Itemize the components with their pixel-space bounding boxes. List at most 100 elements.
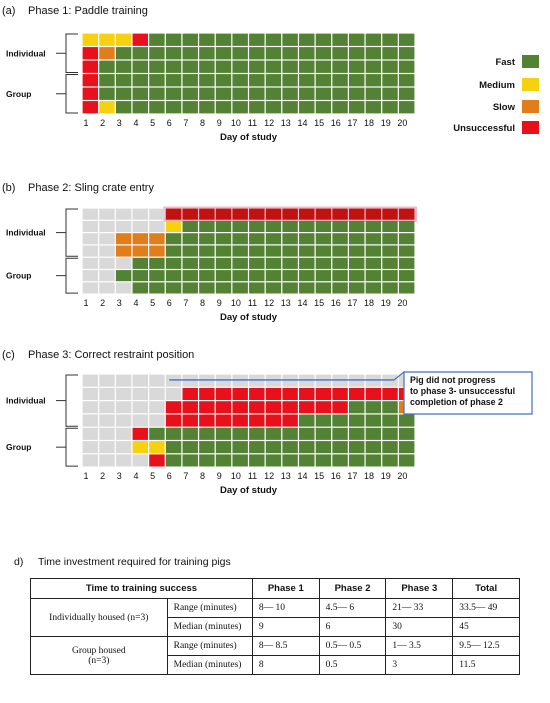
value-cell: 45: [452, 617, 520, 637]
heatmap-cell: [299, 47, 315, 60]
heatmap-cell: [232, 47, 248, 60]
x-tick-label: 16: [331, 471, 341, 481]
heatmap-cell: [398, 257, 415, 269]
heatmap-cell: [265, 427, 282, 440]
heatmap-cell: [99, 374, 115, 387]
heatmap-cell: [382, 87, 398, 100]
heatmap-cell: [299, 401, 315, 414]
heatmap-cell: [265, 60, 282, 73]
heatmap-cell: [115, 270, 132, 282]
heatmap-cell: [215, 245, 232, 257]
heatmap-cell: [332, 401, 348, 414]
heatmap-cell: [232, 427, 248, 440]
heatmap-cell: [282, 454, 298, 467]
heatmap-cell: [282, 47, 298, 60]
x-tick-label: 6: [167, 298, 172, 308]
heatmap-cell: [249, 208, 265, 220]
heatmap-cell: [249, 101, 265, 114]
heatmap-cell: [299, 414, 315, 427]
group-label: Individual: [6, 48, 46, 58]
value-cell: 1— 3.5: [385, 636, 454, 656]
heatmap-cell: [165, 233, 182, 245]
training-heatmap-figure: (a) Phase 1: Paddle training Individual Gro…: [2, 5, 539, 496]
heatmap-cell: [149, 101, 165, 114]
heatmap-cell: [315, 220, 332, 232]
heatmap-cell: [165, 401, 182, 414]
heatmap-cell: [115, 33, 132, 46]
heatmap-cell: [132, 101, 148, 114]
heatmap-cell: [215, 454, 232, 467]
heatmap-cell: [115, 60, 132, 73]
heatmap-cell: [115, 427, 132, 440]
heatmap-cell: [149, 387, 165, 400]
heatmap-cell: [99, 60, 115, 73]
table-title: d) Time investment required for training…: [14, 556, 231, 568]
heatmap-cell: [265, 245, 282, 257]
table-section-label: d): [14, 556, 24, 568]
heatmap-cell: [99, 257, 115, 269]
heatmap-cell: [398, 427, 415, 440]
heatmap-cell: [149, 401, 165, 414]
heatmap-cell: [149, 208, 165, 220]
heatmap-cell: [215, 414, 232, 427]
heatmap-cell: [82, 257, 99, 269]
heatmap-cell: [232, 101, 248, 114]
heatmap-cell: [282, 441, 298, 454]
callout-text: Pig did not progress: [410, 375, 496, 385]
heatmap-cell: [398, 454, 415, 467]
group-cell: Group housed (n=3): [30, 636, 168, 675]
heatmap-cell: [199, 101, 215, 114]
heatmap-cell: [199, 33, 215, 46]
heatmap-cell: [82, 401, 99, 414]
heatmap-cell: [365, 74, 382, 87]
panel-label: (c): [2, 349, 15, 361]
heatmap-cell: [249, 270, 265, 282]
heatmap-cell: [82, 387, 99, 400]
heatmap-cell: [315, 33, 332, 46]
heatmap-cell: [132, 245, 148, 257]
heatmap-cell: [365, 282, 382, 294]
x-tick-label: 14: [297, 118, 307, 128]
heatmap-cell: [115, 47, 132, 60]
heatmap-cell: [165, 208, 182, 220]
heatmap-cell: [365, 33, 382, 46]
heatmap-cell: [282, 245, 298, 257]
heatmap-cell: [365, 414, 382, 427]
heatmap-cell: [82, 60, 99, 73]
heatmap-cell: [332, 441, 348, 454]
heatmap-cell: [115, 401, 132, 414]
heatmap-cell: [115, 282, 132, 294]
heatmap-cell: [232, 208, 248, 220]
heatmap-cell: [299, 87, 315, 100]
x-tick-label: 15: [314, 118, 324, 128]
heatmap-cell: [115, 220, 132, 232]
heatmap-cell: [282, 257, 298, 269]
x-tick-label: 1: [83, 118, 88, 128]
x-tick-label: 7: [183, 298, 188, 308]
x-tick-label: 5: [150, 298, 155, 308]
heatmap-cell: [398, 414, 415, 427]
heatmap-cell: [132, 233, 148, 245]
heatmap-cell: [215, 441, 232, 454]
heatmap-cell: [299, 233, 315, 245]
heatmap-cell: [199, 245, 215, 257]
heatmap-cell: [282, 60, 298, 73]
heatmap-cell: [182, 282, 198, 294]
heatmap-cell: [232, 454, 248, 467]
header-cell: Phase 1: [251, 578, 320, 599]
heatmap-cell: [82, 245, 99, 257]
heatmap-cell: [215, 33, 232, 46]
x-tick-label: 12: [264, 471, 274, 481]
heatmap-cell: [382, 233, 398, 245]
heatmap-cell: [232, 282, 248, 294]
heatmap-cell: [282, 282, 298, 294]
heatmap-cell: [165, 282, 182, 294]
heatmap-cell: [315, 270, 332, 282]
heatmap-cell: [149, 220, 165, 232]
heatmap-cell: [282, 414, 298, 427]
heatmap-cell: [315, 208, 332, 220]
heatmap-cell: [132, 401, 148, 414]
heatmap-cell: [382, 257, 398, 269]
heatmap-cell: [115, 245, 132, 257]
x-axis-label: Day of study: [220, 312, 278, 323]
